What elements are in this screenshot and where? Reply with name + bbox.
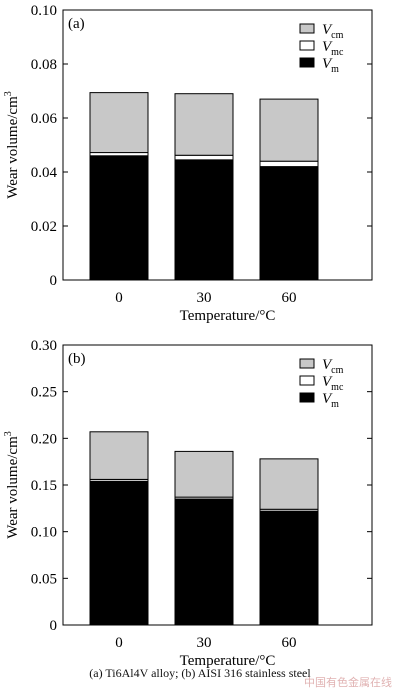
legend-label-subscript: mc [331,382,344,393]
y-axis-label-superscript: 3 [3,91,14,96]
bar-segment-Vcm-60 [259,98,319,162]
x-tick-label: 60 [282,635,297,651]
panel-label: (a) [68,16,85,32]
x-axis-label: Temperature/°C [180,308,276,324]
x-tick-label: 30 [197,290,212,306]
bar-segment-Vmc-30 [174,154,234,161]
x-axis-label: Temperature/°C [180,653,276,669]
legend-label-subscript: mc [331,47,344,58]
y-axis-label-superscript: 3 [3,431,14,436]
bar-segment-Vmc-60 [259,160,319,168]
x-tick-label: 0 [115,635,123,651]
bar-segment-Vcm-60 [259,458,319,510]
legend-swatch-Vmc [299,375,315,386]
bar-segment-Vm-60 [259,166,319,281]
panel-label: (b) [68,351,86,367]
y-tick-label: 0.10 [31,3,57,19]
y-tick-label: 0.20 [31,431,57,447]
legend-swatch-Vcm [299,23,315,34]
legend-swatch-Vmc [299,40,315,51]
watermark: 中国有色金属在线 [304,676,392,689]
y-tick-label: 0.08 [31,57,57,73]
x-tick-label: 30 [197,635,212,651]
legend-swatch-Vm [299,392,315,403]
bar-segment-Vcm-30 [174,93,234,156]
legend-label-symbol: V [322,357,333,373]
legend-label-Vmc: Vmc [322,39,344,58]
bar-segment-Vcm-0 [89,92,149,154]
y-axis-label: Wear volume/cm3 [3,91,21,199]
legend-label-symbol: V [322,39,333,55]
legend-label-Vcm: Vcm [322,22,344,41]
bar-segment-Vm-0 [89,155,149,281]
y-axis-label: Wear volume/cm3 [3,431,21,539]
bar-segment-Vm-30 [174,159,234,281]
legend-label-Vmc: Vmc [322,374,344,393]
legend-label-subscript: m [331,399,339,410]
y-tick-label: 0.10 [31,525,57,541]
legend-label-symbol: V [322,391,333,407]
legend-label-Vm: Vm [322,56,339,75]
legend-label-subscript: cm [331,30,343,41]
y-tick-label: 0.02 [31,219,57,235]
y-tick-label: 0.30 [31,338,57,354]
bar-segment-Vcm-0 [89,431,149,480]
legend-label-symbol: V [322,22,333,38]
y-tick-label: 0.06 [31,111,58,127]
chart-panel-a: 0 0.02 0.04 0.06 0.08 0.10 0 30 60 Temperature/°C… [3,3,373,324]
legend-label-Vm: Vm [322,391,339,410]
bar-segment-Vm-60 [259,510,319,626]
y-tick-label: 0.05 [31,571,57,587]
chart-panel-b: 0 0.05 0.10 0.15 0.20 0.25 0.30 0 30 60 Temperatur… [3,338,373,669]
y-tick-label: 0 [50,618,58,634]
y-tick-label: 0.04 [31,165,58,181]
y-tick-label: 0 [50,273,58,289]
y-tick-label: 0.25 [31,385,57,401]
bar-segment-Vm-0 [89,480,149,626]
legend-swatch-Vcm [299,358,315,369]
x-tick-label: 0 [115,290,123,306]
x-tick-label: 60 [282,290,297,306]
y-tick-label: 0.15 [31,478,57,494]
y-axis-label-text: Wear volume/cm [5,96,21,199]
bar-segment-Vcm-30 [174,450,234,498]
legend-label-Vcm: Vcm [322,357,344,376]
figure-caption: (a) Ti6Al4V alloy; (b) AISI 316 stainles… [89,666,311,680]
legend-label-subscript: m [331,64,339,75]
legend-swatch-Vm [299,57,315,68]
bar-segment-Vm-30 [174,498,234,626]
legend-label-symbol: V [322,374,333,390]
legend-label-symbol: V [322,56,333,72]
legend-label-subscript: cm [331,365,343,376]
y-axis-label-text: Wear volume/cm [5,436,21,539]
